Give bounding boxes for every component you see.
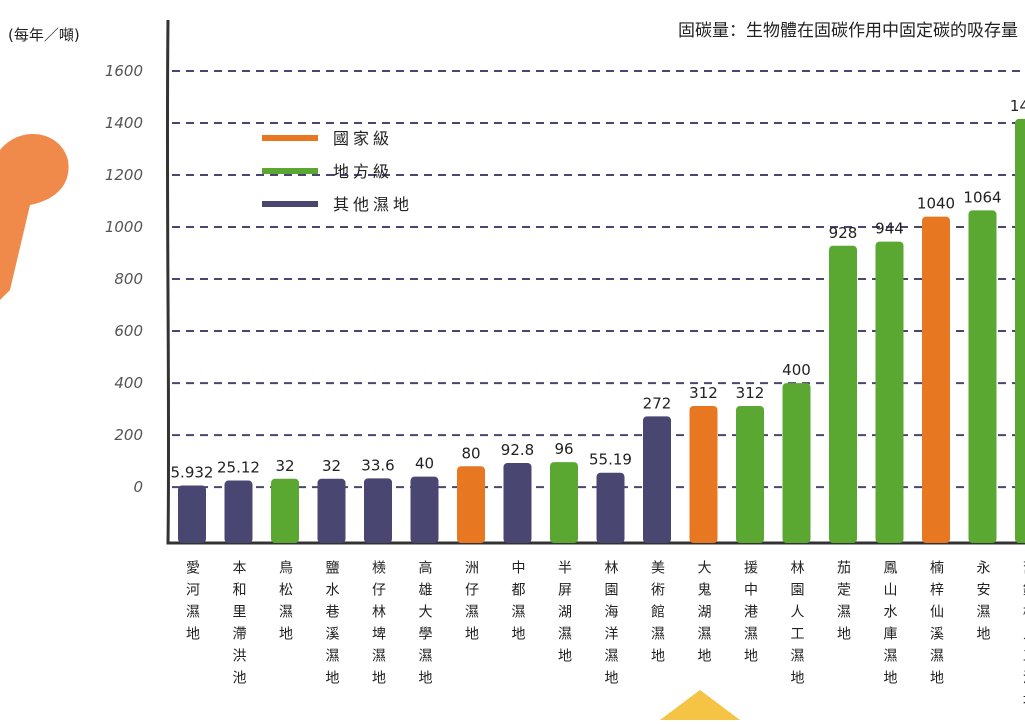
bar: [504, 463, 532, 543]
bar: [597, 473, 625, 543]
bar: [736, 406, 764, 543]
value-label: 25.12: [217, 459, 260, 477]
bar: [178, 486, 206, 543]
value-label: 55.19: [589, 451, 632, 469]
bar: [1015, 119, 1025, 543]
legend-label: 地方級: [333, 162, 393, 181]
y-tick-label: 600: [114, 322, 143, 340]
y-axis-label: (每年／噸): [8, 26, 80, 44]
x-tick-label: 鹽水巷溪濕地: [324, 560, 340, 692]
x-tick-label: 愛河濕地: [184, 560, 200, 648]
y-tick-label: 1200: [105, 166, 143, 184]
x-tick-label: 檨仔林埤濕地: [370, 560, 386, 692]
value-label: 80: [461, 444, 480, 462]
legend-label: 國家級: [333, 129, 393, 148]
value-label: 1416: [1010, 97, 1025, 115]
chart: (每年／噸) 固碳量：生物體在固碳作用中固定碳的吸存量 0 200 400 600 80…: [0, 0, 1025, 720]
legend-label: 其他濕地: [333, 195, 413, 214]
x-tick-label: 洲仔濕地: [463, 560, 479, 648]
chart-title: 固碳量：生物體在固碳作用中固定碳的吸存量: [678, 21, 1018, 41]
x-tick-label: 鳳山水庫濕地: [882, 560, 898, 692]
value-label: 928: [829, 224, 858, 242]
value-label: 92.8: [501, 441, 534, 459]
bar: [922, 217, 950, 543]
bar: [411, 477, 439, 543]
value-label: 272: [643, 394, 672, 412]
decor-hand: [0, 134, 69, 300]
x-tick-label: 援中港濕地: [742, 560, 758, 670]
x-tick-label: 中都濕地: [510, 560, 526, 648]
y-tick-label: 400: [114, 374, 143, 392]
bar: [364, 478, 392, 543]
value-label: 1064: [963, 188, 1001, 206]
y-tick-label: 1600: [105, 62, 143, 80]
y-tick-label: 0: [133, 478, 143, 496]
value-label: 944: [875, 220, 904, 238]
x-tick-label: 永安濕地: [975, 560, 991, 648]
y-tick-label: 800: [114, 270, 143, 288]
x-tick-label: 美術館濕地: [649, 560, 665, 670]
value-label: 1040: [917, 195, 955, 213]
bar: [225, 481, 253, 543]
y-tick-label: 1400: [105, 114, 143, 132]
x-tick-label: 半屏湖濕地: [556, 560, 572, 670]
value-label: 5.932: [171, 464, 214, 482]
y-tick-label: 200: [114, 426, 143, 444]
x-tick-label: 茄萣濕地: [835, 559, 851, 648]
value-label: 312: [689, 384, 718, 402]
x-tick-label: 鳥松濕地: [277, 560, 293, 648]
value-label: 32: [275, 457, 294, 475]
bar: [643, 416, 671, 543]
x-tick-label: 本和里滯洪池: [231, 560, 247, 692]
value-label: 96: [554, 440, 573, 458]
x-tick-label: 大鬼湖濕地: [696, 560, 712, 670]
x-tick-label: 高雄大學濕地: [417, 559, 433, 692]
bar: [829, 246, 857, 543]
bar: [457, 466, 485, 543]
bar: [876, 242, 904, 543]
bar: [550, 462, 578, 543]
value-label: 32: [322, 457, 341, 475]
bar: [969, 210, 997, 543]
value-label: 312: [736, 384, 765, 402]
value-label: 400: [782, 361, 811, 379]
bar: [271, 479, 299, 543]
bar: [690, 406, 718, 543]
value-label: 33.6: [361, 456, 394, 474]
bar: [318, 479, 346, 543]
x-tick-label: 楠梓仙溪濕地: [928, 560, 944, 692]
y-tick-label: 1000: [105, 218, 143, 236]
x-tick-label: 舊鐵橋人工濕地: [1021, 560, 1025, 714]
x-tick-label: 林園海洋濕地: [603, 560, 619, 692]
value-label: 40: [415, 455, 434, 473]
decor-shape: [660, 690, 740, 720]
x-tick-label: 林園人工濕地: [789, 560, 805, 692]
bar: [783, 383, 811, 543]
